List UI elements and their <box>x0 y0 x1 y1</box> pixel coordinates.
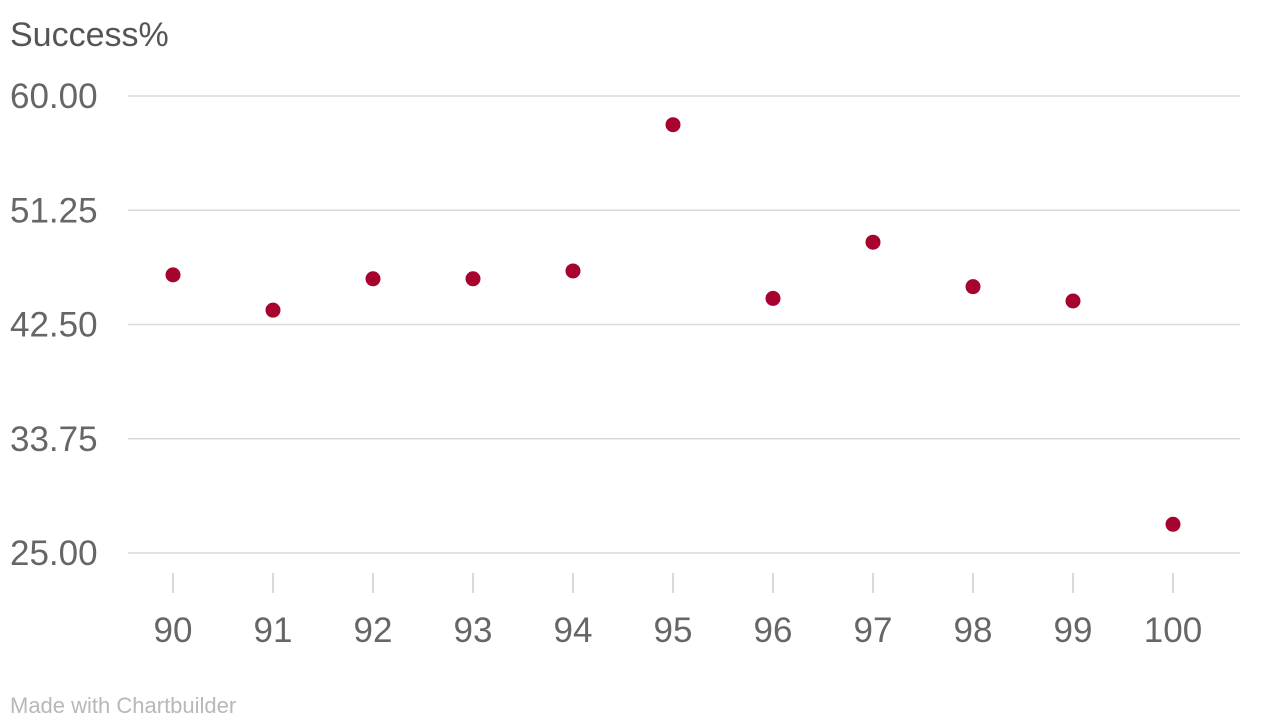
data-point <box>1165 516 1181 532</box>
x-tick-label: 90 <box>154 611 193 650</box>
data-point <box>1065 293 1081 309</box>
data-point <box>965 279 981 295</box>
x-tick-label: 100 <box>1144 611 1202 650</box>
x-tick-label: 98 <box>954 611 993 650</box>
gridlines <box>128 95 1240 554</box>
data-point <box>165 267 181 283</box>
data-point <box>365 271 381 287</box>
y-tick-label: 42.50 <box>10 306 98 345</box>
x-tick-marks <box>172 573 1174 593</box>
x-tick-label: 99 <box>1054 611 1093 650</box>
x-tick-label: 94 <box>554 611 593 650</box>
y-tick-label: 60.00 <box>10 77 98 116</box>
data-point <box>665 117 681 133</box>
y-tick-label: 25.00 <box>10 534 98 573</box>
x-tick-label: 92 <box>354 611 393 650</box>
y-tick-label: 51.25 <box>10 191 98 230</box>
x-tick-labels: 90 91 92 93 94 95 96 97 98 99 100 <box>154 611 1203 650</box>
data-point <box>565 263 581 279</box>
y-tick-labels: 60.00 51.25 42.50 33.75 25.00 <box>10 77 98 573</box>
data-point <box>265 302 281 318</box>
x-tick-label: 97 <box>854 611 893 650</box>
x-tick-label: 91 <box>254 611 293 650</box>
data-points <box>165 117 1181 532</box>
chartbuilder-credit: Made with Chartbuilder <box>10 693 236 718</box>
x-tick-label: 95 <box>654 611 693 650</box>
y-tick-label: 33.75 <box>10 420 98 459</box>
data-point <box>765 290 781 306</box>
data-point <box>865 234 881 250</box>
data-point <box>465 271 481 287</box>
x-tick-label: 96 <box>754 611 793 650</box>
x-tick-label: 93 <box>454 611 493 650</box>
y-axis-label: Success% <box>10 16 169 54</box>
